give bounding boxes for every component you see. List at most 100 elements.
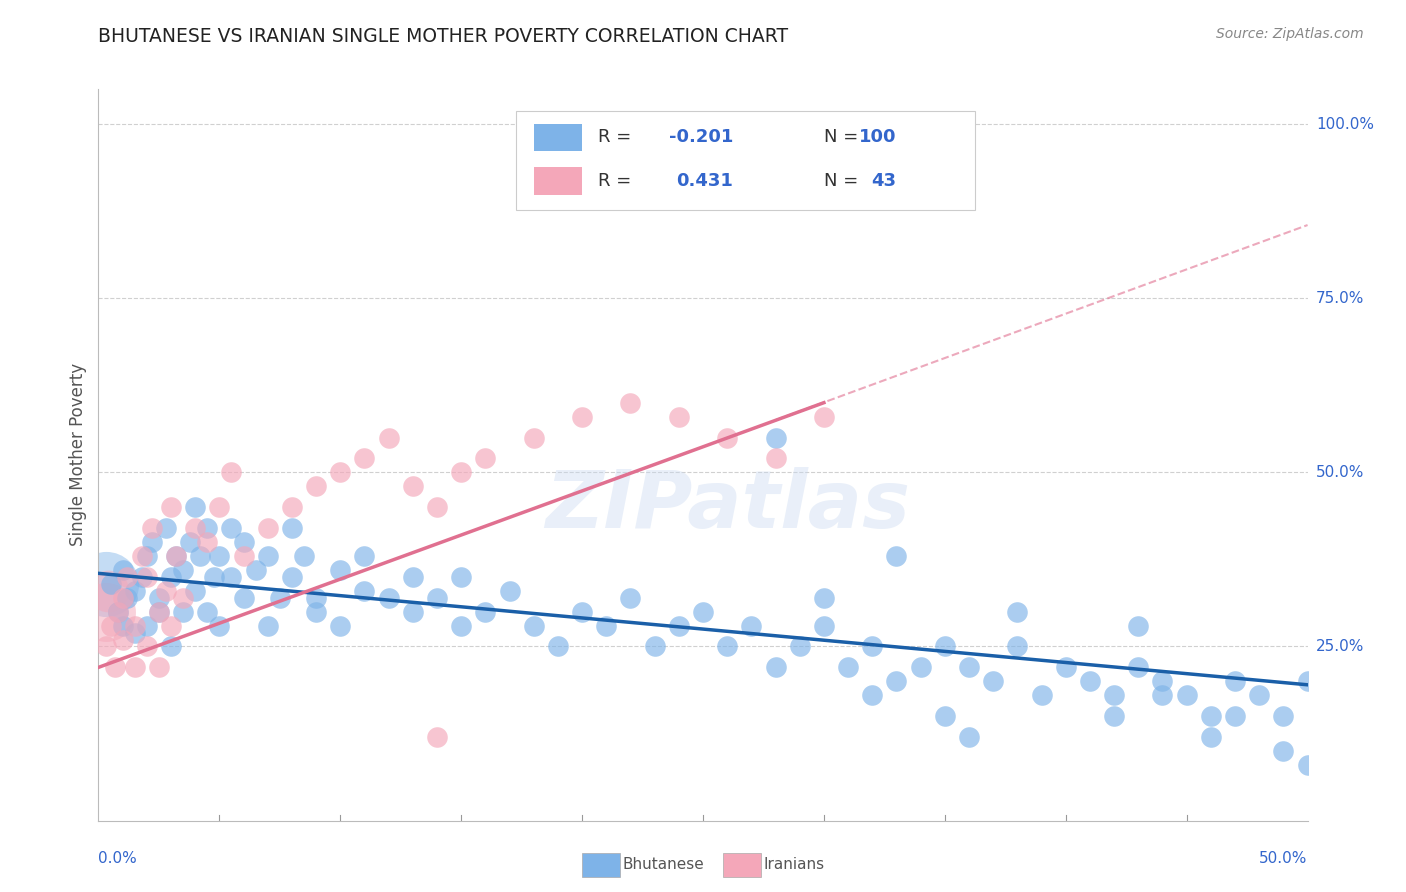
Text: R =: R = [598,128,631,146]
Point [910,660,932,674]
Text: N =: N = [824,172,858,190]
Point [957,660,980,674]
Point [523,618,546,632]
Point [117,570,139,584]
Point [1199,730,1222,744]
Text: 0.431: 0.431 [676,172,733,190]
Point [1296,674,1319,689]
Point [353,549,375,563]
Point [1007,605,1029,619]
Point [148,660,170,674]
Point [571,409,593,424]
Text: 43: 43 [872,172,897,190]
Point [148,605,170,619]
Point [160,570,183,584]
Point [353,451,375,466]
Point [160,618,183,632]
Point [305,605,328,619]
Point [377,591,399,605]
Text: 50.0%: 50.0% [1260,851,1308,866]
Point [860,640,883,654]
Point [305,479,328,493]
Point [94,640,117,654]
Point [886,674,908,689]
Point [245,563,267,577]
Point [765,430,787,444]
Point [813,591,835,605]
Point [124,583,146,598]
Point [135,640,157,654]
Text: 75.0%: 75.0% [1316,291,1364,306]
Point [232,535,254,549]
Point [184,583,207,598]
Point [644,640,666,654]
Point [860,688,883,702]
Point [934,640,956,654]
Point [450,466,472,480]
Point [111,632,134,647]
Point [172,605,194,619]
Point [292,549,315,563]
Text: BHUTANESE VS IRANIAN SINGLE MOTHER POVERTY CORRELATION CHART: BHUTANESE VS IRANIAN SINGLE MOTHER POVER… [98,27,789,45]
Point [135,570,157,584]
Point [402,479,425,493]
Point [1031,688,1053,702]
Point [402,605,425,619]
Point [523,430,546,444]
Point [184,500,207,515]
Point [1152,674,1174,689]
Point [195,535,218,549]
Point [131,570,153,584]
Point [1128,660,1150,674]
Point [208,549,231,563]
Point [450,570,472,584]
Point [886,549,908,563]
Point [141,535,163,549]
Point [111,618,134,632]
Point [377,430,399,444]
Point [148,605,170,619]
Point [1102,688,1125,702]
Point [172,563,194,577]
Point [135,549,157,563]
Point [221,521,243,535]
Point [155,521,177,535]
Point [813,409,835,424]
Text: Source: ZipAtlas.com: Source: ZipAtlas.com [1216,27,1364,41]
Point [124,625,146,640]
Point [131,549,153,563]
Text: 25.0%: 25.0% [1316,639,1364,654]
Point [232,591,254,605]
Point [426,730,449,744]
Point [353,583,375,598]
Point [692,605,714,619]
Text: 100: 100 [859,128,897,146]
Point [111,563,134,577]
Point [402,570,425,584]
Y-axis label: Single Mother Poverty: Single Mother Poverty [69,363,87,547]
Point [281,570,304,584]
Point [1296,758,1319,772]
Point [789,640,811,654]
Point [165,549,187,563]
Point [474,605,496,619]
Point [668,618,690,632]
Point [329,618,352,632]
Point [668,409,690,424]
Point [111,591,134,605]
Point [1078,674,1101,689]
Point [179,535,201,549]
Point [813,618,835,632]
Point [981,674,1004,689]
Point [135,618,157,632]
Text: ZIPatlas: ZIPatlas [544,467,910,545]
Point [1102,709,1125,723]
Text: N =: N = [824,128,858,146]
Point [232,549,254,563]
Point [141,521,163,535]
Point [716,640,738,654]
Point [221,466,243,480]
Text: Iranians: Iranians [763,857,824,871]
Point [195,605,218,619]
FancyBboxPatch shape [516,112,976,210]
